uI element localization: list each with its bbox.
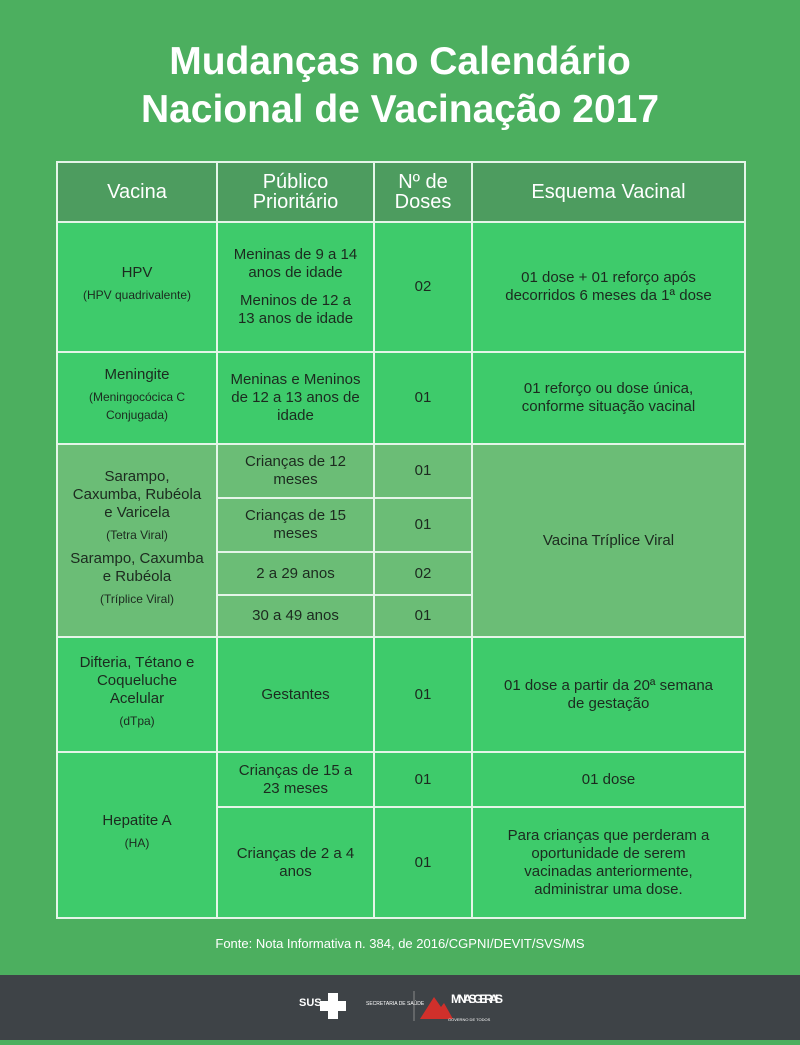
vaccine-name: Hepatite A — [102, 812, 172, 829]
doses-cell: 01 — [373, 751, 473, 808]
public-cell: 30 a 49 anos — [216, 594, 375, 638]
source: Fonte: Nota Informativa n. 384, de 2016/… — [215, 936, 585, 951]
doses-cell: 02 — [373, 551, 473, 596]
header-cell: Esquema Vacinal — [471, 161, 746, 223]
vaccine-detail: (Meningocócica C Conjugada) — [88, 390, 186, 422]
public-cell: 2 a 29 anos — [216, 551, 375, 596]
schedule-cell: 01 reforço ou dose única, conforme situa… — [471, 351, 746, 445]
schedule-cell: 01 dose + 01 reforço após decorridos 6 m… — [471, 221, 746, 353]
sus-cross — [320, 993, 346, 1019]
vaccine-cell: HPV (HPV quadrivalente) — [56, 221, 218, 353]
table-row: HPV (HPV quadrivalente) Meninas de 9 a 14 … — [56, 221, 746, 353]
doses-cell: 01 — [373, 443, 473, 499]
title-line: Mudanças no Calendário — [169, 40, 631, 83]
vaccine-name: Meningite — [104, 366, 170, 383]
vaccine-detail: (HPV quadrivalente) — [82, 288, 192, 302]
public-text: Meninas e Meninos de 12 a 13 anos de ida… — [230, 371, 361, 424]
vaccine-detail: (HA) — [124, 836, 150, 850]
public-cell: Meninas de 9 a 14 anos de idade Meninos d… — [216, 221, 375, 353]
table-row: Hepatite A (HA) Crianças de 15 a 23 meses 0… — [56, 751, 746, 919]
vaccine-cell: Hepatite A (HA) — [56, 751, 218, 919]
doses-cell: 01 — [373, 806, 473, 919]
public-text: Crianças de 15 meses — [245, 507, 346, 542]
vaccine-cell: Meningite (Meningocócica C Conjugada) — [56, 351, 218, 445]
footer: SUS SECRETARIA DE SAÚDE MINAS GERAIS GOV… — [0, 975, 800, 1040]
vaccine-table: Vacina Público Prioritário Nº de Doses E… — [56, 161, 746, 919]
sus-logo: SUS — [299, 997, 322, 1009]
vaccine-name: Sarampo, Caxumba, Rubéola e Varicela — [72, 467, 202, 521]
table-row: 2 a 29 anos 02 — [57, 551, 745, 596]
vaccine-name: HPV — [121, 264, 153, 281]
slogan: GOVERNO DE TODOS — [448, 1017, 491, 1022]
public-text: 30 a 49 anos — [252, 607, 339, 624]
public-text: Meninas de 9 a 14 anos de idade — [233, 246, 358, 281]
public-text: Meninos de 12 a 13 anos de idade — [237, 292, 354, 327]
table-row: Sarampo, Caxumba, Rubéola e Varicela (Tet… — [56, 443, 746, 638]
schedule-cell: 01 dose — [471, 751, 746, 808]
logos: SUS SECRETARIA DE SAÚDE MINAS GERAIS GOV… — [299, 991, 503, 1022]
public-text: Crianças de 2 a 4 anos — [236, 844, 355, 880]
vaccine-detail: (Tetra Viral) — [106, 527, 168, 542]
header-cell: Vacina — [56, 161, 218, 223]
title-line: Nacional de Vacinação 2017 — [140, 88, 660, 131]
vaccine-name: Sarampo, Caxumba e Rubéola — [70, 549, 204, 585]
table-row: Difteria, Tétano e Coqueluche Acelular (d… — [56, 636, 746, 753]
public-text: Crianças de 15 a 23 meses — [238, 761, 353, 797]
schedule-cell: Para crianças que perderam a oportunidad… — [471, 806, 746, 919]
schedule-cell: Vacina Tríplice Viral — [471, 443, 746, 638]
doses-cell: 01 — [373, 636, 473, 753]
public-cell: Crianças de 15 a 23 meses — [216, 751, 375, 808]
table-row: 30 a 49 anos 01 — [57, 594, 745, 638]
table-row: Crianças de 15 meses 01 — [57, 497, 745, 553]
public-text: Gestantes — [261, 685, 330, 703]
public-cell: Gestantes — [216, 636, 375, 753]
secretaria: SECRETARIA DE SAÚDE — [366, 1000, 425, 1007]
public-text: Crianças de 12 meses — [245, 453, 346, 488]
vaccine-detail: (dTpa) — [119, 713, 155, 728]
public-cell: Crianças de 2 a 4 anos — [216, 806, 375, 919]
doses-cell: 02 — [373, 221, 473, 353]
vaccine-detail: (Tríplice Viral) — [99, 591, 174, 606]
doses-cell: 01 — [373, 594, 473, 638]
table-row: Meningite (Meningocócica C Conjugada) Meni… — [56, 351, 746, 445]
state-name: MINAS GERAIS — [451, 992, 503, 1006]
public-cell: Crianças de 12 meses — [216, 443, 375, 499]
public-cell: Crianças de 15 meses — [216, 497, 375, 553]
vaccine-name: Difteria, Tétano e Coqueluche Acelular — [79, 653, 195, 707]
vaccine-cell: Sarampo, Caxumba, Rubéola e Varicela (Tet… — [56, 443, 218, 638]
vaccine-cell: Difteria, Tétano e Coqueluche Acelular (d… — [56, 636, 218, 753]
header-cell: Nº de Doses — [373, 161, 473, 223]
public-text: 2 a 29 anos — [256, 564, 335, 582]
header-row: Vacina Público Prioritário Nº de Doses E… — [56, 161, 746, 223]
doses-cell: 01 — [373, 497, 473, 553]
title: Mudanças no Calendário Nacional de Vacin… — [0, 38, 800, 134]
schedule-cell: 01 dose a partir da 20ª semana de gestaç… — [471, 636, 746, 753]
table-row: Crianças de 2 a 4 anos 01 Para crianças qu… — [57, 806, 746, 919]
public-cell: Meninas e Meninos de 12 a 13 anos de ida… — [216, 351, 375, 445]
mg-logo — [420, 997, 453, 1019]
header-cell: Público Prioritário — [216, 161, 375, 223]
doses-cell: 01 — [373, 351, 473, 445]
